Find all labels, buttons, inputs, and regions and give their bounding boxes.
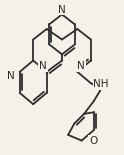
Text: O: O [89, 136, 97, 146]
Text: N: N [58, 5, 66, 15]
Text: N: N [39, 61, 47, 71]
Text: N: N [77, 61, 85, 71]
Text: NH: NH [93, 79, 109, 89]
Text: N: N [7, 71, 15, 81]
